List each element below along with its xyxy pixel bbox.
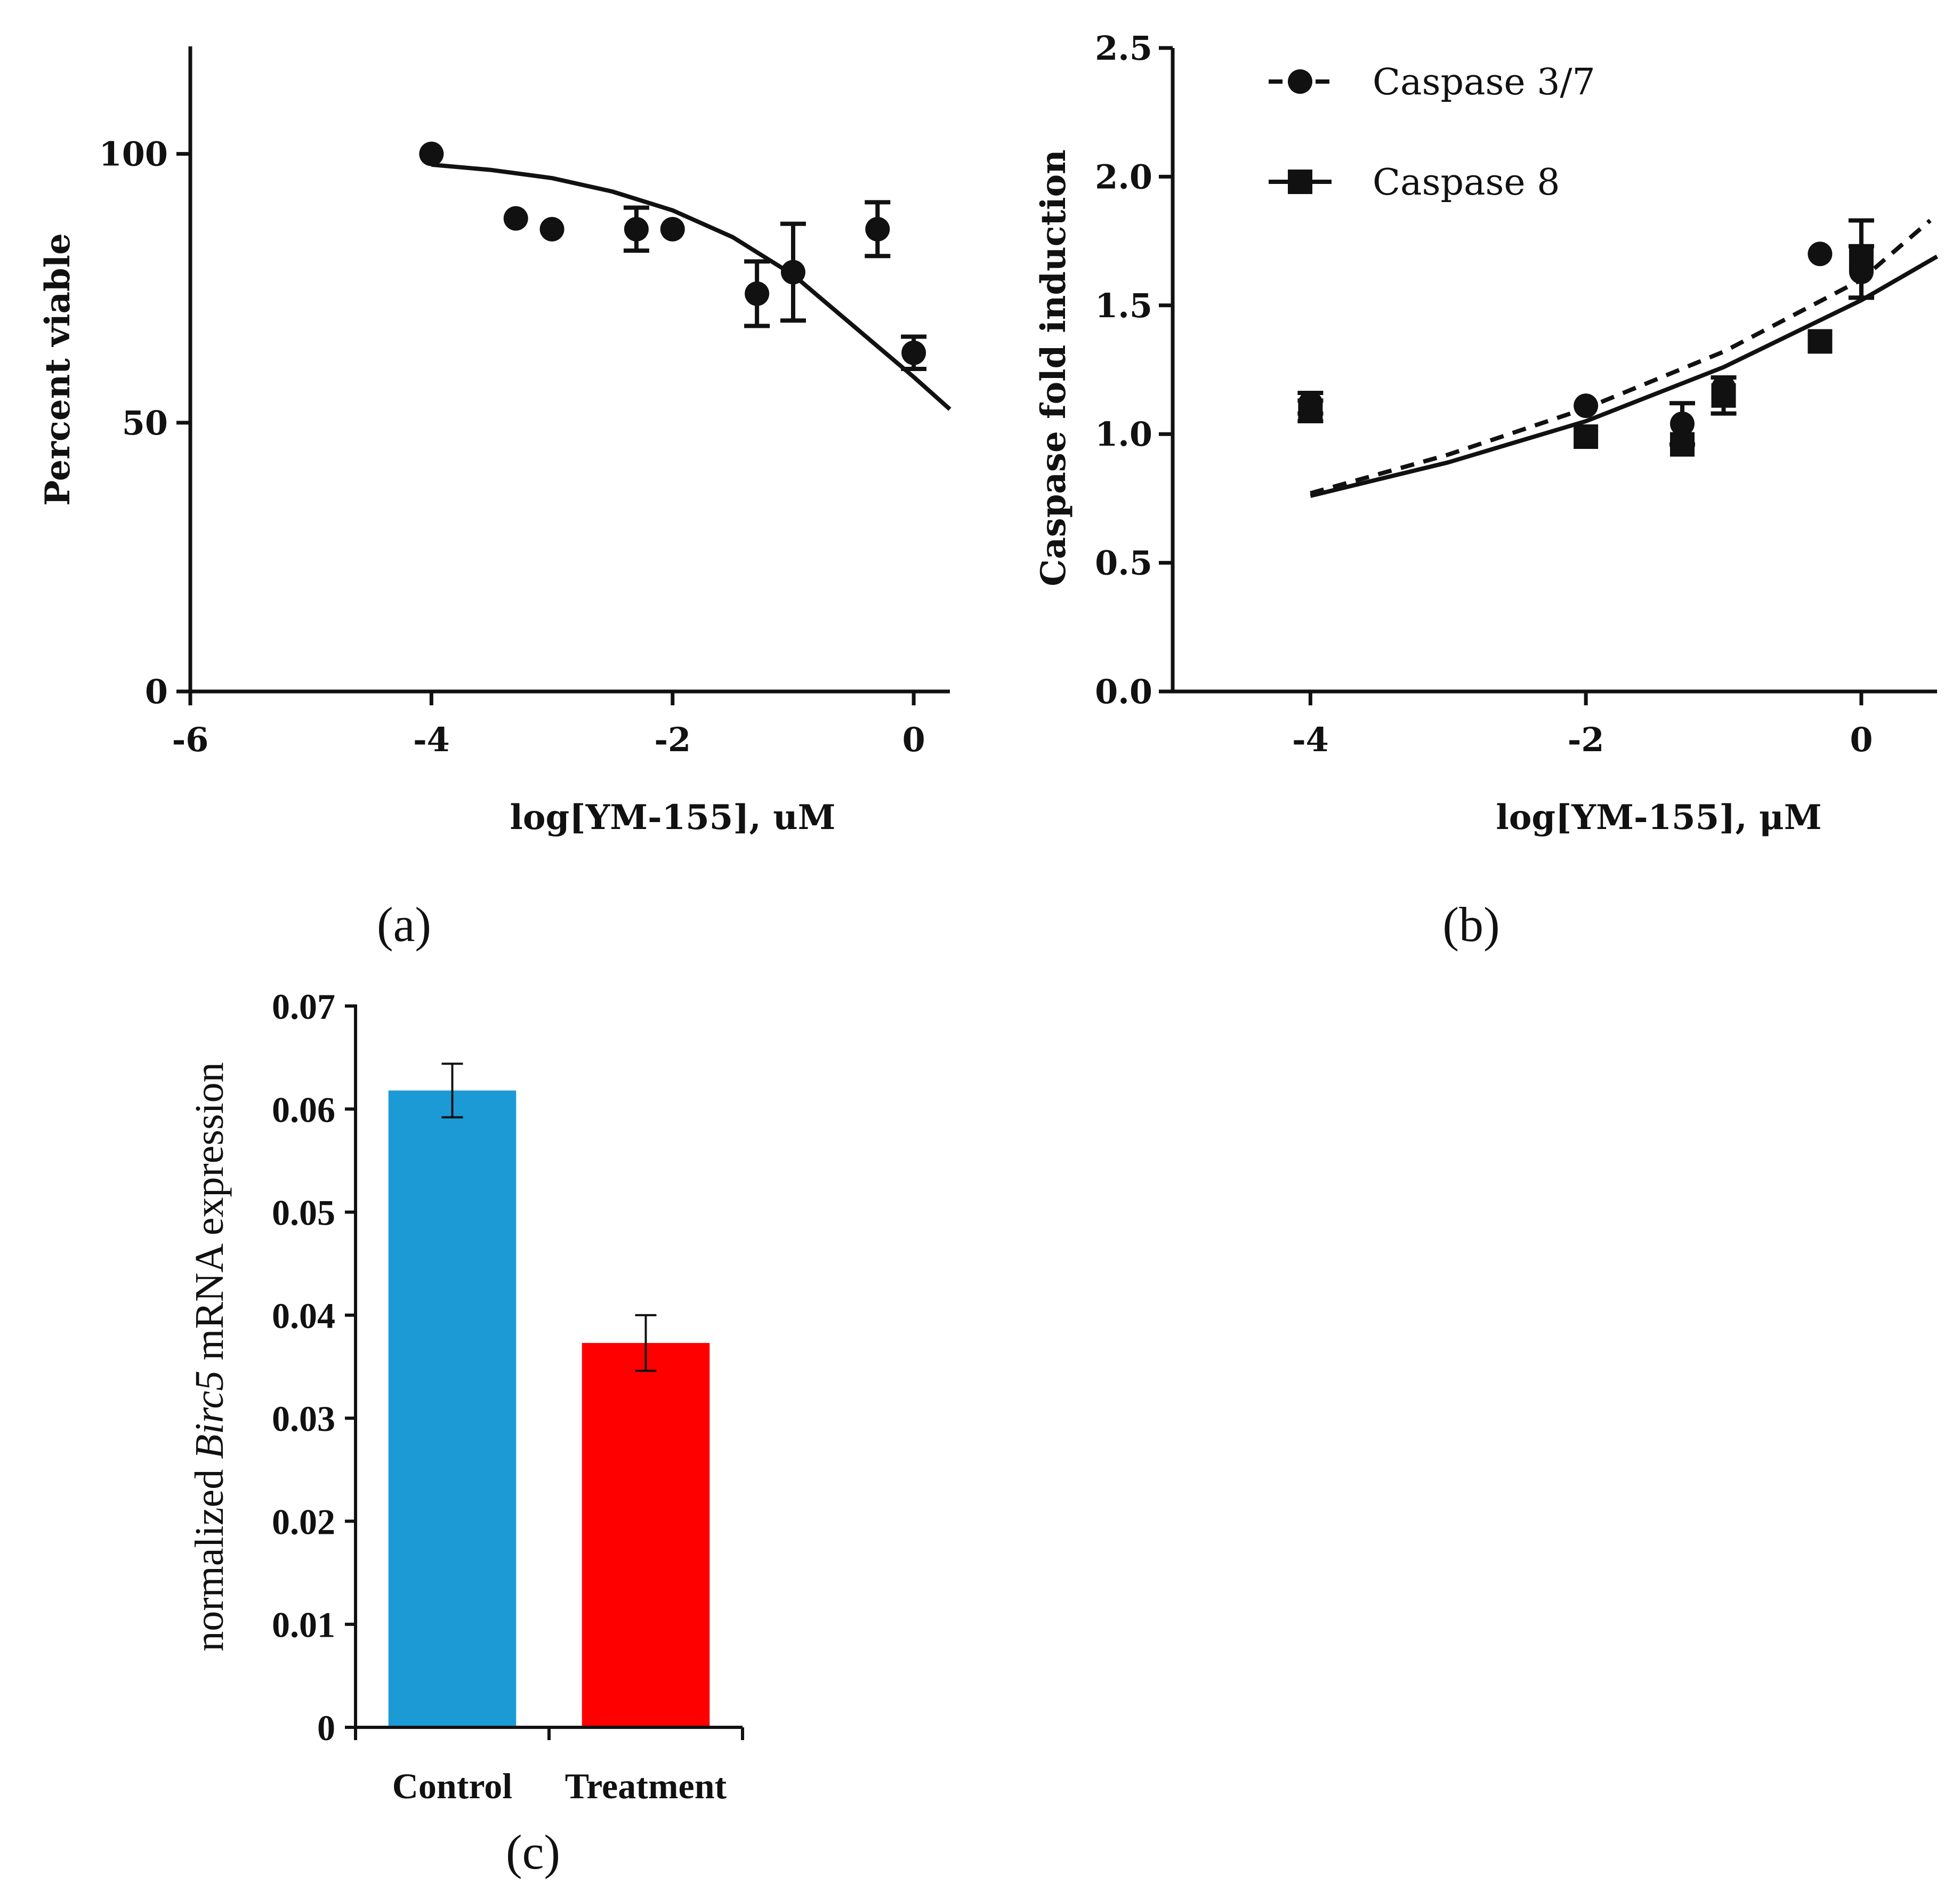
legend-caspase-8-marker <box>1288 170 1312 194</box>
chart-c-y-tick-label: 0.04 <box>272 1295 335 1336</box>
chart-a-y-tick-label: 50 <box>122 404 168 442</box>
chart-a-data-point <box>865 216 890 242</box>
chart-a-data-point <box>901 340 926 365</box>
chart-c-y-tick-label: 0.07 <box>272 986 335 1027</box>
chart-b-point-caspase-8 <box>1670 432 1695 457</box>
chart-b-legend: Caspase 3/7 Caspase 8 <box>1269 61 1595 204</box>
chart-c-y-tick-label: 0.02 <box>272 1501 335 1542</box>
chart-c-ylabel-prefix: normalized <box>187 1459 232 1652</box>
chart-c-ylabel-gene: Birc5 <box>187 1371 232 1459</box>
chart-c-y-tick-label: 0.03 <box>272 1398 335 1439</box>
panel-label-a: (a) <box>377 897 431 952</box>
chart-b-caspase-induction: Caspase fold induction log[YM-155], μM C… <box>1034 29 1939 838</box>
chart-b-y-tick-label: 1.0 <box>1095 415 1152 454</box>
chart-b-point-caspase-3-7 <box>1670 411 1695 436</box>
chart-a-x-tick-label: -6 <box>172 720 209 759</box>
chart-a-fit-curve <box>431 162 951 411</box>
chart-b-point-caspase-3-7 <box>1808 242 1833 267</box>
chart-b-point-caspase-8 <box>1711 383 1736 408</box>
chart-a-ylabel: Percent viable <box>38 233 78 506</box>
chart-a-data-point <box>624 216 649 242</box>
chart-b-x-tick-label: -2 <box>1568 720 1604 759</box>
chart-a-data-point <box>780 260 805 285</box>
chart-b-fit-caspase-3-7 <box>1310 219 1932 496</box>
legend-caspase-3-7-label: Caspase 3/7 <box>1373 61 1595 103</box>
chart-c-birc5-expression: normalized Birc5 mRNA expression 0 0.01 0.… <box>187 986 744 1806</box>
chart-b-point-caspase-8 <box>1808 329 1833 354</box>
chart-c-category-label: Control <box>392 1766 512 1806</box>
chart-b-y-tick-label: 1.5 <box>1095 286 1152 325</box>
chart-a-xlabel: log[YM-155], uM <box>510 798 836 838</box>
chart-a-percent-viable: Percent viable log[YM-155], uM -6 -4 -2 0 0 5… <box>38 46 951 838</box>
chart-b-x-tick-label: 0 <box>1850 720 1873 759</box>
chart-b-ylabel: Caspase fold induction <box>1034 149 1074 586</box>
chart-c-y-tick-label: 0.05 <box>272 1193 335 1233</box>
chart-b-point-caspase-3-7 <box>1574 393 1599 419</box>
chart-a-data-point <box>419 141 444 166</box>
chart-a-y-tick-label: 0 <box>145 672 168 711</box>
chart-c-y-tick-label: 0.06 <box>272 1089 335 1130</box>
panel-label-c: (c) <box>506 1825 560 1879</box>
chart-c-bar-control <box>388 1090 517 1727</box>
legend-caspase-3-7-marker <box>1288 69 1312 94</box>
chart-b-y-tick-label: 0.5 <box>1095 544 1152 583</box>
chart-b-point-caspase-8 <box>1849 246 1874 271</box>
chart-a-x-tick-label: -2 <box>654 720 691 759</box>
chart-a-x-tick-label: 0 <box>902 720 925 759</box>
chart-a-data-point <box>503 206 528 231</box>
legend-caspase-8-label: Caspase 8 <box>1373 162 1560 204</box>
chart-b-y-tick-label: 2.5 <box>1095 29 1152 68</box>
chart-b-point-caspase-8 <box>1298 398 1323 423</box>
chart-a-x-tick-label: -4 <box>413 720 450 759</box>
chart-a-y-tick-label: 100 <box>99 135 168 174</box>
chart-c-ylabel: normalized Birc5 mRNA expression <box>187 1062 232 1651</box>
chart-a-data-point <box>745 281 770 306</box>
chart-b-x-tick-label: -4 <box>1292 720 1329 759</box>
chart-a-data-point <box>539 216 564 242</box>
panel-label-b: (b) <box>1442 897 1499 952</box>
chart-c-ylabel-suffix: mRNA expression <box>187 1062 232 1370</box>
chart-c-y-tick-label: 0 <box>317 1708 335 1748</box>
chart-b-point-caspase-8 <box>1574 424 1599 449</box>
chart-c-category-label: Treatment <box>565 1766 727 1806</box>
chart-b-y-tick-label: 2.0 <box>1095 157 1152 196</box>
chart-a-data-point <box>660 216 685 242</box>
chart-b-xlabel: log[YM-155], μM <box>1496 798 1821 838</box>
chart-c-y-tick-label: 0.01 <box>272 1605 335 1645</box>
chart-c-bar-treatment <box>582 1343 710 1727</box>
chart-b-y-tick-label: 0.0 <box>1095 672 1152 711</box>
chart-b-fit-caspase-8 <box>1310 254 1939 498</box>
